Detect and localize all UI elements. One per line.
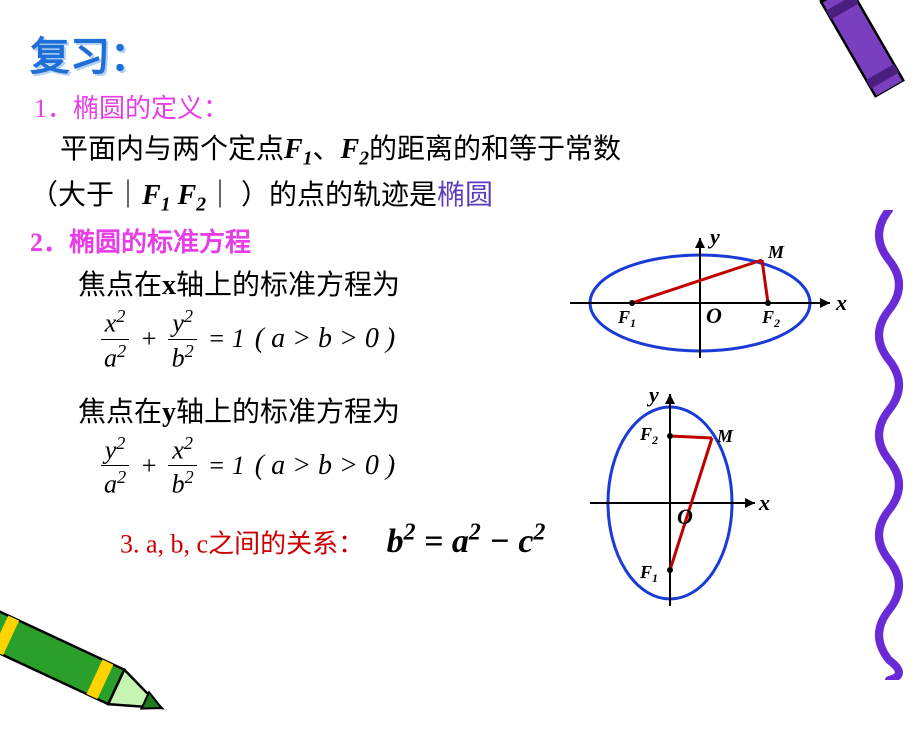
eqy-eq1: = 1: [208, 451, 245, 481]
eqx-eq1: = 1: [208, 324, 245, 354]
eqx-t2den: b: [172, 344, 185, 373]
crayon-green-icon: [0, 596, 185, 744]
eqy-t1num: y: [105, 435, 117, 464]
sec1-l1-f1: F: [284, 134, 303, 165]
eqy-t2numsup: 2: [184, 433, 193, 453]
eqx-t2numsup: 2: [184, 306, 193, 326]
sec3-a: a: [452, 523, 469, 560]
label-m2: M: [716, 426, 734, 446]
sec1-l1-f2: F: [341, 134, 360, 165]
label-o: O: [706, 303, 722, 328]
sec1-l2-f2: F: [178, 180, 197, 211]
eqy-t2densup: 2: [185, 467, 194, 487]
label-y: y: [707, 228, 720, 249]
sec1-l1-f2sub: 2: [359, 149, 369, 170]
sec1-l2-ellipse: 椭圆: [437, 180, 493, 211]
sec1-l2-f2sub: 2: [196, 194, 206, 215]
eqy-t1densup: 2: [117, 467, 126, 487]
eqy-t2num: x: [172, 435, 184, 464]
sec1-l2-f1: F: [142, 180, 161, 211]
eqx-t1den: a: [104, 344, 117, 373]
squiggle-icon: [864, 210, 914, 680]
label-x2: x: [758, 490, 770, 515]
slide: 复习： 1．椭圆的定义： 平面内与两个定点F1、F2的距离的和等于常数 （大于｜…: [0, 0, 920, 690]
eqx-t1densup: 2: [117, 341, 126, 361]
sec1-l2-mid: ｜ ）的点的轨迹是: [206, 180, 437, 211]
eqy-t1den: a: [104, 470, 117, 499]
sec3-header: 3. a, b, c之间的关系：: [120, 529, 364, 558]
eqx-t2densup: 2: [185, 341, 194, 361]
sec1-l1-sep: 、: [313, 134, 341, 165]
eqy-cond: ( a > b > 0 ): [255, 450, 395, 482]
sec3-csup: 2: [533, 520, 545, 546]
label-f2b: F2: [639, 424, 658, 447]
eqx-plus: +: [140, 324, 158, 354]
eqx-t1numsup: 2: [116, 306, 125, 326]
sec1-header: 1．椭圆的定义：: [34, 88, 890, 125]
label-f2: F2: [761, 307, 780, 330]
sec1-l1-f1sub: 1: [303, 149, 313, 170]
review-title: 复习：: [30, 24, 890, 82]
eqy-t2den: b: [172, 470, 185, 499]
sec1-l2-sp: [171, 180, 178, 211]
sec1-line1: 平面内与两个定点F1、F2的距离的和等于常数: [60, 127, 890, 171]
sec1-line2: （大于｜F1 F2｜ ）的点的轨迹是椭圆: [30, 173, 890, 217]
label-m: M: [767, 242, 785, 262]
sec1-l1-post: 的距离的和等于常数: [369, 134, 621, 165]
eqy-plus: +: [140, 451, 158, 481]
sec3-minus: −: [481, 523, 519, 560]
sec1-l1-pre: 平面内与两个定点: [60, 134, 284, 165]
sec1-l2-pre: （大于｜: [30, 180, 142, 211]
label-f1b: F1: [639, 562, 658, 585]
eqx-t1num: x: [105, 309, 117, 338]
frac-x2a2: x2 a2: [100, 307, 130, 371]
label-x: x: [835, 290, 847, 315]
label-f1: F1: [617, 307, 636, 330]
label-y2: y: [646, 388, 659, 407]
sec3-eqsign: =: [416, 523, 452, 560]
sec1-l2-f1sub: 1: [161, 194, 171, 215]
eqx-t2num: y: [172, 309, 184, 338]
eqx-cond: ( a > b > 0 ): [255, 323, 395, 355]
frac-y2a2: y2 a2: [100, 434, 130, 498]
sec3-b: b: [387, 523, 404, 560]
frac-x2b2: x2 b2: [168, 434, 198, 498]
sec3-bsup: 2: [404, 520, 416, 546]
label-o2: O: [677, 504, 693, 529]
frac-y2b2: y2 b2: [168, 307, 198, 371]
eqy-t1numsup: 2: [116, 433, 125, 453]
diagram-x-ellipse: y x O F1 F2 M: [540, 228, 860, 378]
sec3-c: c: [518, 523, 533, 560]
diagram-y-ellipse: y x O F2 F1 M: [555, 388, 795, 618]
sec3-asup: 2: [469, 520, 481, 546]
sec3-eq: b2 = a2 − c2: [387, 523, 546, 560]
